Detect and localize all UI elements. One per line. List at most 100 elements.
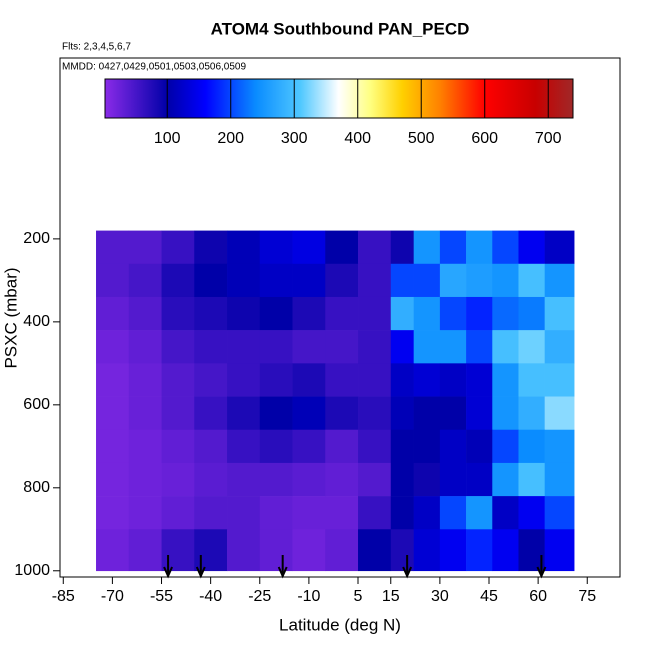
x-tick-label: 30: [431, 588, 449, 605]
heat-cell: [325, 396, 359, 431]
heat-cell: [325, 296, 359, 331]
annotation: MMDD: 0427,0429,0501,0503,0506,0509: [62, 62, 246, 73]
heat-cell: [413, 330, 441, 364]
heat-cell: [128, 529, 162, 572]
heat-cell: [544, 263, 575, 298]
heat-cell: [128, 496, 162, 530]
heat-cell: [259, 263, 293, 298]
heat-cell: [259, 429, 293, 464]
heat-cell: [466, 396, 493, 431]
heat-cell: [292, 529, 326, 572]
heat-cell: [227, 296, 261, 331]
heat-cell: [466, 296, 493, 331]
heat-cell: [413, 296, 441, 331]
heat-cell: [194, 529, 228, 572]
colorbar-tick-label: 300: [281, 130, 308, 147]
heat-cell: [544, 496, 575, 530]
heat-cell: [439, 529, 467, 572]
colorbar: [104, 78, 574, 119]
heat-cell: [492, 496, 519, 530]
heat-cell: [194, 263, 228, 298]
heat-cell: [466, 330, 493, 364]
colorbar-tick-label: 600: [471, 130, 498, 147]
heat-cell: [390, 529, 414, 572]
heat-cell: [544, 429, 575, 464]
heat-cell: [292, 230, 326, 265]
heat-cell: [439, 230, 467, 265]
heat-cell: [518, 396, 545, 431]
heat-cell: [96, 429, 130, 464]
x-tick-label: 60: [529, 588, 547, 605]
heat-cell: [544, 396, 575, 431]
heat-cell: [325, 263, 359, 298]
heat-cell: [492, 529, 519, 572]
subtitle: Flts: 2,3,4,5,6,7: [62, 42, 131, 53]
heat-cell: [96, 263, 130, 298]
heat-cell: [292, 496, 326, 530]
heat-cell: [128, 296, 162, 331]
heat-cell: [358, 363, 392, 397]
heat-cell: [128, 330, 162, 364]
heat-cell: [96, 496, 130, 530]
y-tick-label: 1000: [14, 562, 50, 579]
x-tick-label: 75: [578, 588, 596, 605]
y-tick-label: 800: [23, 479, 50, 496]
heat-cell: [439, 462, 467, 497]
heat-cell: [390, 330, 414, 364]
heat-cell: [413, 396, 441, 431]
heat-cell: [466, 429, 493, 464]
heat-cell: [259, 230, 293, 265]
x-tick-label: 45: [480, 588, 498, 605]
heat-cell: [466, 363, 493, 397]
heat-cell: [390, 462, 414, 497]
heat-cell: [413, 263, 441, 298]
heat-cell: [194, 363, 228, 397]
heat-cell: [358, 330, 392, 364]
heat-cell: [161, 496, 195, 530]
heat-cell: [325, 529, 359, 572]
x-tick-label: -10: [297, 588, 320, 605]
heat-cell: [544, 529, 575, 572]
heat-cell: [518, 496, 545, 530]
heat-cell: [439, 296, 467, 331]
heat-cell: [325, 496, 359, 530]
arrow: [536, 555, 547, 579]
heat-cell: [194, 396, 228, 431]
heat-cell: [413, 429, 441, 464]
heat-cell: [161, 296, 195, 331]
heat-cell: [128, 462, 162, 497]
heat-cell: [413, 462, 441, 497]
heat-cell: [390, 296, 414, 331]
heat-cell: [518, 230, 545, 265]
x-tick-label: 15: [382, 588, 400, 605]
heat-cell: [358, 429, 392, 464]
heat-cell: [227, 496, 261, 530]
heat-cell: [259, 496, 293, 530]
heat-cell: [96, 529, 130, 572]
heat-cell: [466, 529, 493, 572]
x-tick-label: -70: [101, 588, 124, 605]
heat-cell: [96, 363, 130, 397]
heat-cell: [325, 330, 359, 364]
colorbar-tick-label: 700: [535, 130, 562, 147]
heat-cell: [390, 496, 414, 530]
heat-cell: [466, 230, 493, 265]
heat-cell: [227, 330, 261, 364]
heat-cell: [128, 230, 162, 265]
heat-cell: [390, 263, 414, 298]
heat-cell: [161, 529, 195, 572]
heat-cell: [292, 263, 326, 298]
heat-cell: [259, 296, 293, 331]
x-tick-label: 5: [354, 588, 363, 605]
heat-cell: [292, 330, 326, 364]
heat-cell: [358, 529, 392, 572]
heat-cell: [358, 263, 392, 298]
heat-cell: [161, 230, 195, 265]
heat-cell: [544, 330, 575, 364]
heat-cell: [96, 462, 130, 497]
heat-cell: [259, 529, 293, 572]
heat-cell: [544, 230, 575, 265]
heat-cell: [439, 363, 467, 397]
heat-cell: [161, 263, 195, 298]
heat-cell: [413, 529, 441, 572]
